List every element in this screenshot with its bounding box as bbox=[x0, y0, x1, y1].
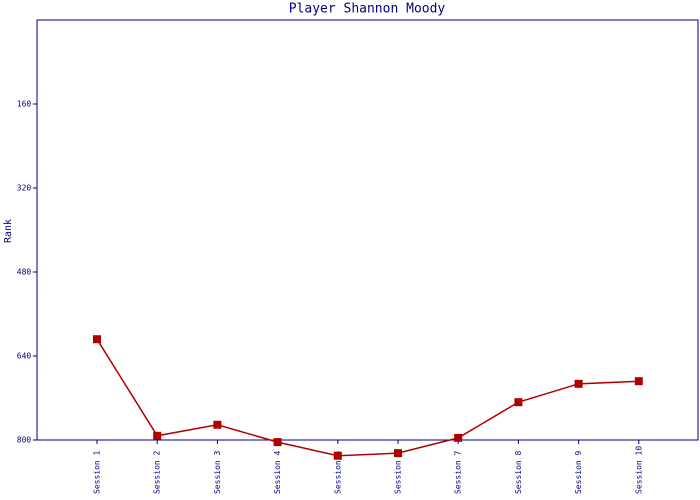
y-tick-label: 160 bbox=[17, 100, 32, 109]
y-tick-label: 640 bbox=[17, 352, 32, 361]
data-point bbox=[333, 451, 342, 460]
chart-title: Player Shannon Moody bbox=[289, 2, 446, 17]
x-tick-label: Session 5 bbox=[333, 450, 342, 494]
y-tick-label: 480 bbox=[17, 268, 32, 277]
x-tick-label: Session 6 bbox=[394, 450, 403, 494]
x-tick-label: Session 7 bbox=[454, 450, 463, 494]
plot-frame bbox=[36, 19, 699, 441]
data-point bbox=[153, 431, 162, 440]
x-tick-label: Session 1 bbox=[93, 450, 102, 494]
x-tick-label: Session 4 bbox=[273, 450, 282, 494]
x-tick-label: Session 10 bbox=[634, 446, 643, 494]
data-line bbox=[96, 338, 639, 457]
data-point bbox=[634, 377, 643, 386]
data-point bbox=[574, 379, 583, 388]
y-tick-label: 320 bbox=[17, 184, 32, 193]
data-point bbox=[93, 335, 101, 344]
x-tick-label: Session 2 bbox=[153, 450, 162, 494]
data-point bbox=[454, 433, 463, 442]
x-tick-label: Session 3 bbox=[213, 450, 222, 494]
x-tick-label: Session 9 bbox=[574, 450, 583, 494]
x-tick-label: Session 8 bbox=[514, 450, 523, 494]
data-point bbox=[213, 420, 222, 429]
data-point bbox=[394, 449, 402, 458]
data-point bbox=[273, 438, 282, 447]
data-point bbox=[514, 398, 523, 407]
y-tick-label: 800 bbox=[17, 436, 32, 445]
y-axis-label: Rank bbox=[3, 219, 14, 243]
